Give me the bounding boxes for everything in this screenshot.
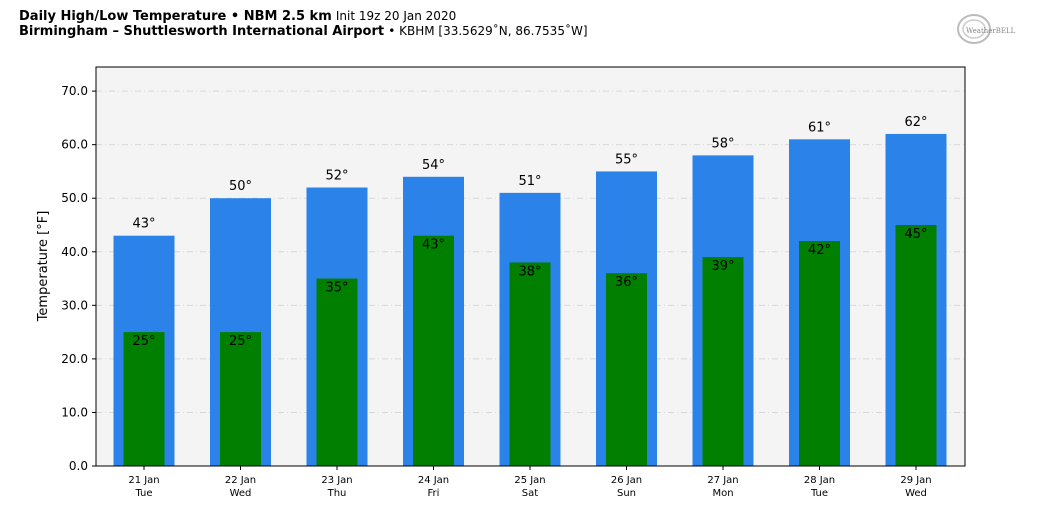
- low-temp-label: 35°: [325, 281, 348, 296]
- y-tick-label: 40.0: [61, 245, 88, 259]
- x-tick-weekday: Wed: [905, 488, 927, 499]
- x-tick-weekday: Tue: [810, 488, 828, 499]
- bars: [113, 133, 947, 467]
- init-time: Init 19z 20 Jan 2020: [335, 9, 457, 23]
- low-temp-bar: [123, 332, 165, 466]
- x-tick-date: 23 Jan: [321, 475, 352, 486]
- y-tick-label: 20.0: [61, 352, 88, 366]
- high-temp-label: 55°: [615, 152, 638, 167]
- low-temp-bar: [895, 224, 937, 466]
- x-tick-weekday: Sat: [522, 488, 538, 499]
- high-temp-label: 62°: [904, 115, 927, 130]
- logo-text: WeatherBELL: [966, 27, 1016, 35]
- low-temp-label: 25°: [229, 334, 252, 349]
- x-tick-weekday: Wed: [230, 488, 252, 499]
- x-tick-date: 29 Jan: [900, 475, 931, 486]
- location-line: Birmingham – Shuttlesworth International…: [19, 24, 588, 39]
- high-temp-label: 50°: [229, 179, 252, 194]
- x-tick-weekday: Fri: [428, 488, 440, 499]
- x-tick-date: 24 Jan: [418, 475, 449, 486]
- x-tick-weekday: Sun: [617, 488, 636, 499]
- weatherbell-logo: WeatherBELL: [957, 14, 1016, 44]
- title-line: Daily High/Low Temperature • NBM 2.5 km …: [19, 9, 588, 24]
- x-tick-date: 25 Jan: [514, 475, 545, 486]
- low-temp-label: 42°: [808, 243, 831, 258]
- y-tick-label: 30.0: [61, 298, 88, 312]
- high-temp-label: 52°: [325, 169, 348, 184]
- low-temp-bar: [702, 257, 744, 466]
- low-temp-label: 36°: [615, 275, 638, 290]
- low-temp-bar: [799, 241, 840, 466]
- high-temp-label: 54°: [422, 158, 445, 173]
- chart-title: Daily High/Low Temperature • NBM 2.5 km: [19, 9, 332, 24]
- bar-labels: 43° 25° 50° 25° 52° 35° 54° 43° 51° 38° 55° 36° 58° 3…: [132, 115, 927, 349]
- x-tick-weekday: Thu: [327, 488, 347, 499]
- high-temp-label: 43°: [132, 217, 155, 232]
- x-tick-date: 28 Jan: [804, 475, 835, 486]
- x-tick-date: 27 Jan: [707, 475, 738, 486]
- y-axis: 0.0 10.0 20.0 30.0 40.0 50.0 60.0 70.0: [61, 84, 96, 473]
- y-tick-label: 70.0: [61, 84, 88, 98]
- low-temp-label: 38°: [518, 264, 541, 279]
- x-tick-date: 21 Jan: [128, 475, 159, 486]
- x-axis: 21 Jan Tue 22 Jan Wed 23 Jan Thu 24 Jan Fri 25 J…: [128, 466, 932, 499]
- high-temp-label: 61°: [808, 120, 831, 135]
- high-temp-label: 58°: [711, 136, 734, 151]
- low-temp-bar: [413, 235, 454, 466]
- low-temp-label: 25°: [132, 334, 155, 349]
- high-temp-label: 51°: [518, 174, 541, 189]
- low-temp-bar: [509, 262, 551, 466]
- location-detail: • KBHM [33.5629˚N, 86.7535˚W]: [388, 24, 588, 38]
- y-tick-label: 60.0: [61, 138, 88, 152]
- x-tick-date: 22 Jan: [225, 475, 256, 486]
- y-tick-label: 10.0: [61, 405, 88, 419]
- y-tick-label: 0.0: [69, 459, 88, 473]
- low-temp-bar: [606, 273, 647, 466]
- low-temp-label: 39°: [711, 259, 734, 274]
- chart-header: Daily High/Low Temperature • NBM 2.5 km …: [19, 9, 588, 39]
- location-name: Birmingham – Shuttlesworth International…: [19, 24, 385, 39]
- low-temp-label: 45°: [904, 227, 927, 242]
- x-tick-weekday: Mon: [712, 488, 733, 499]
- low-temp-bar: [316, 278, 358, 466]
- low-temp-bar: [220, 332, 261, 466]
- x-tick-date: 26 Jan: [611, 475, 642, 486]
- y-axis-label: Temperature [°F]: [36, 211, 51, 323]
- y-tick-label: 50.0: [61, 191, 88, 205]
- low-temp-label: 43°: [422, 238, 445, 253]
- x-tick-weekday: Tue: [134, 488, 152, 499]
